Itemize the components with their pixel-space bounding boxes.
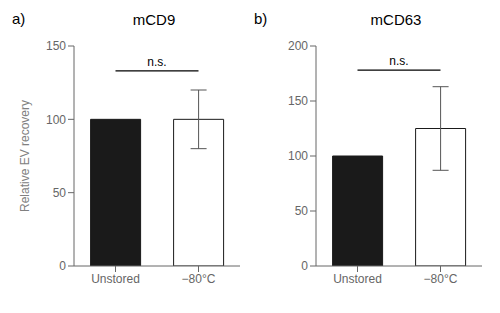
svg-text:n.s.: n.s. (389, 54, 408, 68)
svg-text:50: 50 (53, 186, 67, 200)
svg-text:−80°C: −80°C (424, 272, 458, 286)
svg-text:Relative EV recovery: Relative EV recovery (18, 100, 32, 212)
svg-text:200: 200 (288, 39, 308, 53)
svg-text:0: 0 (59, 259, 66, 273)
svg-text:100: 100 (288, 149, 308, 163)
html-text:mCD9: mCD9 (132, 11, 176, 28)
svg-text:150: 150 (46, 39, 66, 53)
svg-text:150: 150 (288, 94, 308, 108)
html-text:b): b) (254, 10, 268, 27)
svg-text:100: 100 (46, 113, 66, 127)
svg-text:Unstored: Unstored (91, 272, 140, 286)
svg-text:Unstored: Unstored (333, 272, 382, 286)
html-text:mCD63: mCD63 (370, 11, 422, 28)
svg-text:n.s.: n.s. (147, 55, 166, 69)
svg-text:50: 50 (295, 204, 309, 218)
svg-text:−80°C: −80°C (182, 272, 216, 286)
html-text:a): a) (12, 10, 26, 27)
svg-text:0: 0 (301, 259, 308, 273)
